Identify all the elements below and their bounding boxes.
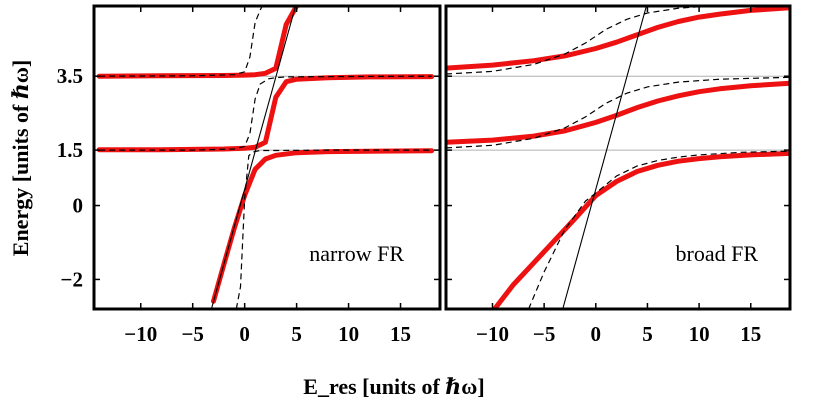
red-energy-curve bbox=[492, 150, 790, 309]
y-tick-label: 3.5 bbox=[57, 64, 83, 88]
x-tick-label: 10 bbox=[689, 322, 710, 346]
x-axis-label: E_res [units of ℏω] bbox=[303, 374, 484, 399]
x-tick-label: 5 bbox=[642, 322, 653, 346]
panel-broad-fr: broad FR bbox=[444, 4, 792, 311]
red-energy-curve bbox=[211, 148, 435, 304]
x-tick-label: 10 bbox=[338, 322, 359, 346]
panel-annotation: broad FR bbox=[676, 241, 759, 266]
x-tick-label: 5 bbox=[291, 322, 302, 346]
dashed-approx-curve bbox=[99, 6, 263, 77]
dashed-approx-curve bbox=[528, 150, 790, 309]
y-tick-labels: 3.5 1.5 0 −2 bbox=[57, 64, 83, 291]
dashed-approx-curve bbox=[99, 75, 432, 151]
y-tick-label: −2 bbox=[61, 267, 83, 291]
bare-state-line bbox=[210, 6, 297, 309]
y-tick-label: 1.5 bbox=[57, 138, 83, 162]
panel-annotation: narrow FR bbox=[309, 241, 404, 266]
x-tick-label: 15 bbox=[390, 322, 411, 346]
x-tick-label: −5 bbox=[181, 322, 203, 346]
x-tick-label: 0 bbox=[239, 322, 250, 346]
red-energy-curve bbox=[446, 6, 790, 71]
x-tick-label: 0 bbox=[591, 322, 602, 346]
x-tick-label: −5 bbox=[533, 322, 555, 346]
panel-frame bbox=[92, 4, 442, 311]
y-axis-label-text: Energy [units of ℏω] bbox=[8, 60, 33, 256]
panel-frame bbox=[444, 4, 792, 311]
x-tick-label: −10 bbox=[476, 322, 509, 346]
y-axis-label: Energy [units of ℏω] bbox=[8, 60, 33, 256]
x-tick-label: 15 bbox=[740, 322, 761, 346]
x-tick-label: −10 bbox=[124, 322, 157, 346]
dashed-approx-curve bbox=[446, 76, 790, 149]
x-tick-labels: −10 −5 0 5 10 15 −10 −5 0 5 10 15 bbox=[124, 322, 761, 346]
dashed-approx-curve bbox=[235, 149, 432, 309]
dashed-approx-curve bbox=[446, 6, 719, 75]
bare-state-line bbox=[562, 6, 647, 309]
red-energy-curve bbox=[446, 80, 790, 145]
panel-narrow-fr: narrow FR bbox=[92, 4, 442, 311]
y-tick-label: 0 bbox=[73, 194, 84, 218]
red-energy-curve bbox=[96, 6, 300, 79]
